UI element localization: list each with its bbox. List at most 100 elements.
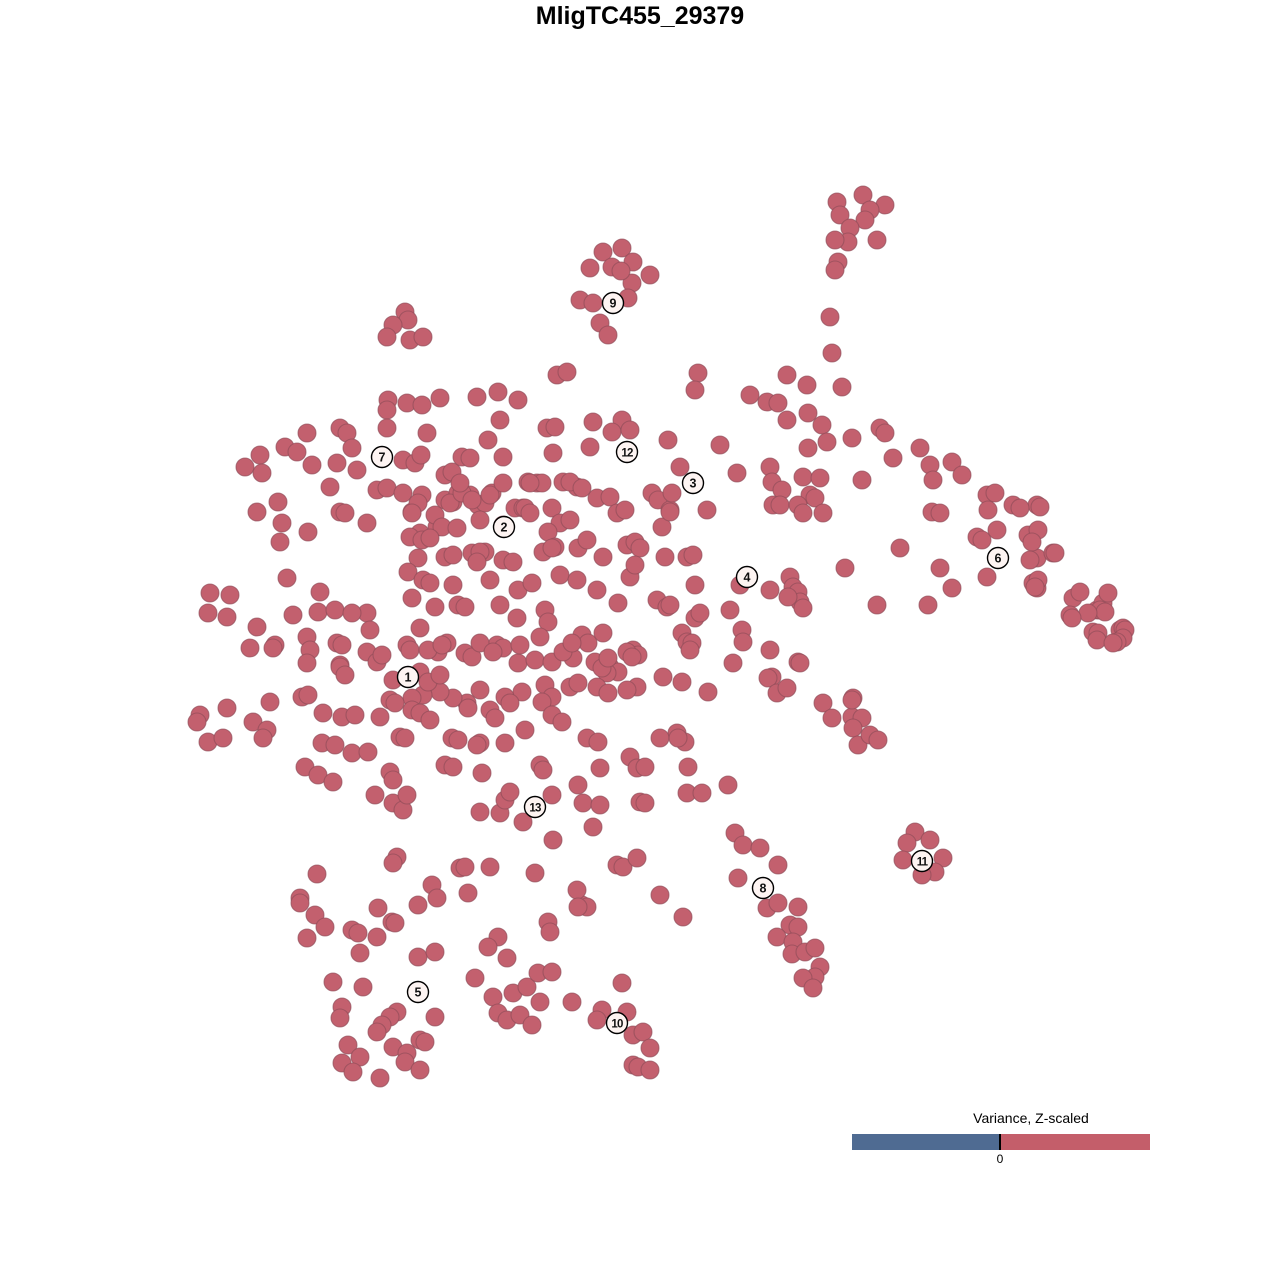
data-point: [793, 503, 813, 523]
data-point: [272, 513, 292, 533]
data-point: [483, 642, 503, 662]
data-point: [497, 948, 517, 968]
data-point: [338, 1035, 358, 1055]
data-point: [790, 653, 810, 673]
data-point: [325, 600, 345, 620]
data-point: [590, 758, 610, 778]
data-point: [365, 785, 385, 805]
data-point: [465, 968, 485, 988]
data-point: [668, 728, 688, 748]
data-point: [332, 635, 352, 655]
data-point: [247, 502, 267, 522]
data-point: [377, 400, 397, 420]
data-point: [510, 635, 530, 655]
data-point: [768, 893, 788, 913]
data-point: [655, 547, 675, 567]
data-point: [420, 528, 440, 548]
data-point: [692, 783, 712, 803]
data-point: [408, 895, 428, 915]
data-point: [640, 1038, 660, 1058]
data-point: [1070, 582, 1090, 602]
data-point: [545, 417, 565, 437]
data-point: [325, 735, 345, 755]
data-point: [467, 552, 487, 572]
data-point: [467, 387, 487, 407]
data-point: [270, 532, 290, 552]
data-point: [348, 923, 368, 943]
cluster-label-7: 7: [370, 445, 394, 469]
data-point: [770, 495, 790, 515]
data-point: [760, 580, 780, 600]
data-point: [1010, 498, 1030, 518]
data-point: [542, 538, 562, 558]
data-point: [793, 467, 813, 487]
data-point: [383, 853, 403, 873]
cluster-label-text: 8: [760, 882, 767, 896]
data-point: [443, 575, 463, 595]
data-point: [852, 470, 872, 490]
data-point: [500, 782, 520, 802]
data-point: [543, 830, 563, 850]
cluster-label-13: 13: [523, 795, 547, 819]
data-point: [650, 885, 670, 905]
data-point: [372, 645, 392, 665]
data-point: [830, 205, 850, 225]
data-point: [987, 520, 1007, 540]
data-point: [200, 583, 220, 603]
data-point: [602, 422, 622, 442]
data-point: [493, 473, 513, 493]
data-point: [408, 548, 428, 568]
data-point: [420, 573, 440, 593]
data-point: [803, 978, 823, 998]
data-point: [635, 757, 655, 777]
data-point: [430, 388, 450, 408]
data-point: [910, 438, 930, 458]
data-point: [323, 772, 343, 792]
data-point: [557, 362, 577, 382]
data-point: [397, 785, 417, 805]
data-point: [630, 538, 650, 558]
data-point: [825, 260, 845, 280]
cluster-label-circle: [986, 546, 1010, 570]
data-point: [593, 242, 613, 262]
data-point: [283, 605, 303, 625]
data-point: [590, 795, 610, 815]
data-point: [427, 888, 447, 908]
data-point: [383, 770, 403, 790]
cluster-label-circle: [735, 565, 759, 589]
cluster-label-12: 12: [615, 440, 639, 464]
cluster-label-10: 10: [605, 1011, 629, 1035]
data-point: [542, 785, 562, 805]
data-point: [297, 423, 317, 443]
data-point: [480, 485, 500, 505]
data-point: [810, 468, 830, 488]
data-point: [587, 1010, 607, 1030]
data-point: [530, 627, 550, 647]
data-point: [470, 510, 490, 530]
data-point: [517, 977, 537, 997]
data-point: [217, 698, 237, 718]
data-point: [450, 473, 470, 493]
data-point: [320, 477, 340, 497]
data-point: [377, 327, 397, 347]
data-point: [710, 435, 730, 455]
data-point: [635, 793, 655, 813]
data-point: [650, 728, 670, 748]
data-point: [480, 857, 500, 877]
data-point: [297, 928, 317, 948]
data-point: [867, 595, 887, 615]
data-point: [533, 760, 553, 780]
data-point: [930, 503, 950, 523]
cluster-label-text: 4: [744, 571, 751, 585]
data-point: [583, 293, 603, 313]
data-point: [580, 258, 600, 278]
data-point: [868, 730, 888, 750]
data-point: [875, 423, 895, 443]
data-point: [327, 453, 347, 473]
data-point: [367, 927, 387, 947]
data-point: [897, 833, 917, 853]
data-point: [718, 775, 738, 795]
data-point: [410, 618, 430, 638]
cluster-label-text: 1: [405, 671, 412, 685]
data-point: [1062, 608, 1082, 628]
